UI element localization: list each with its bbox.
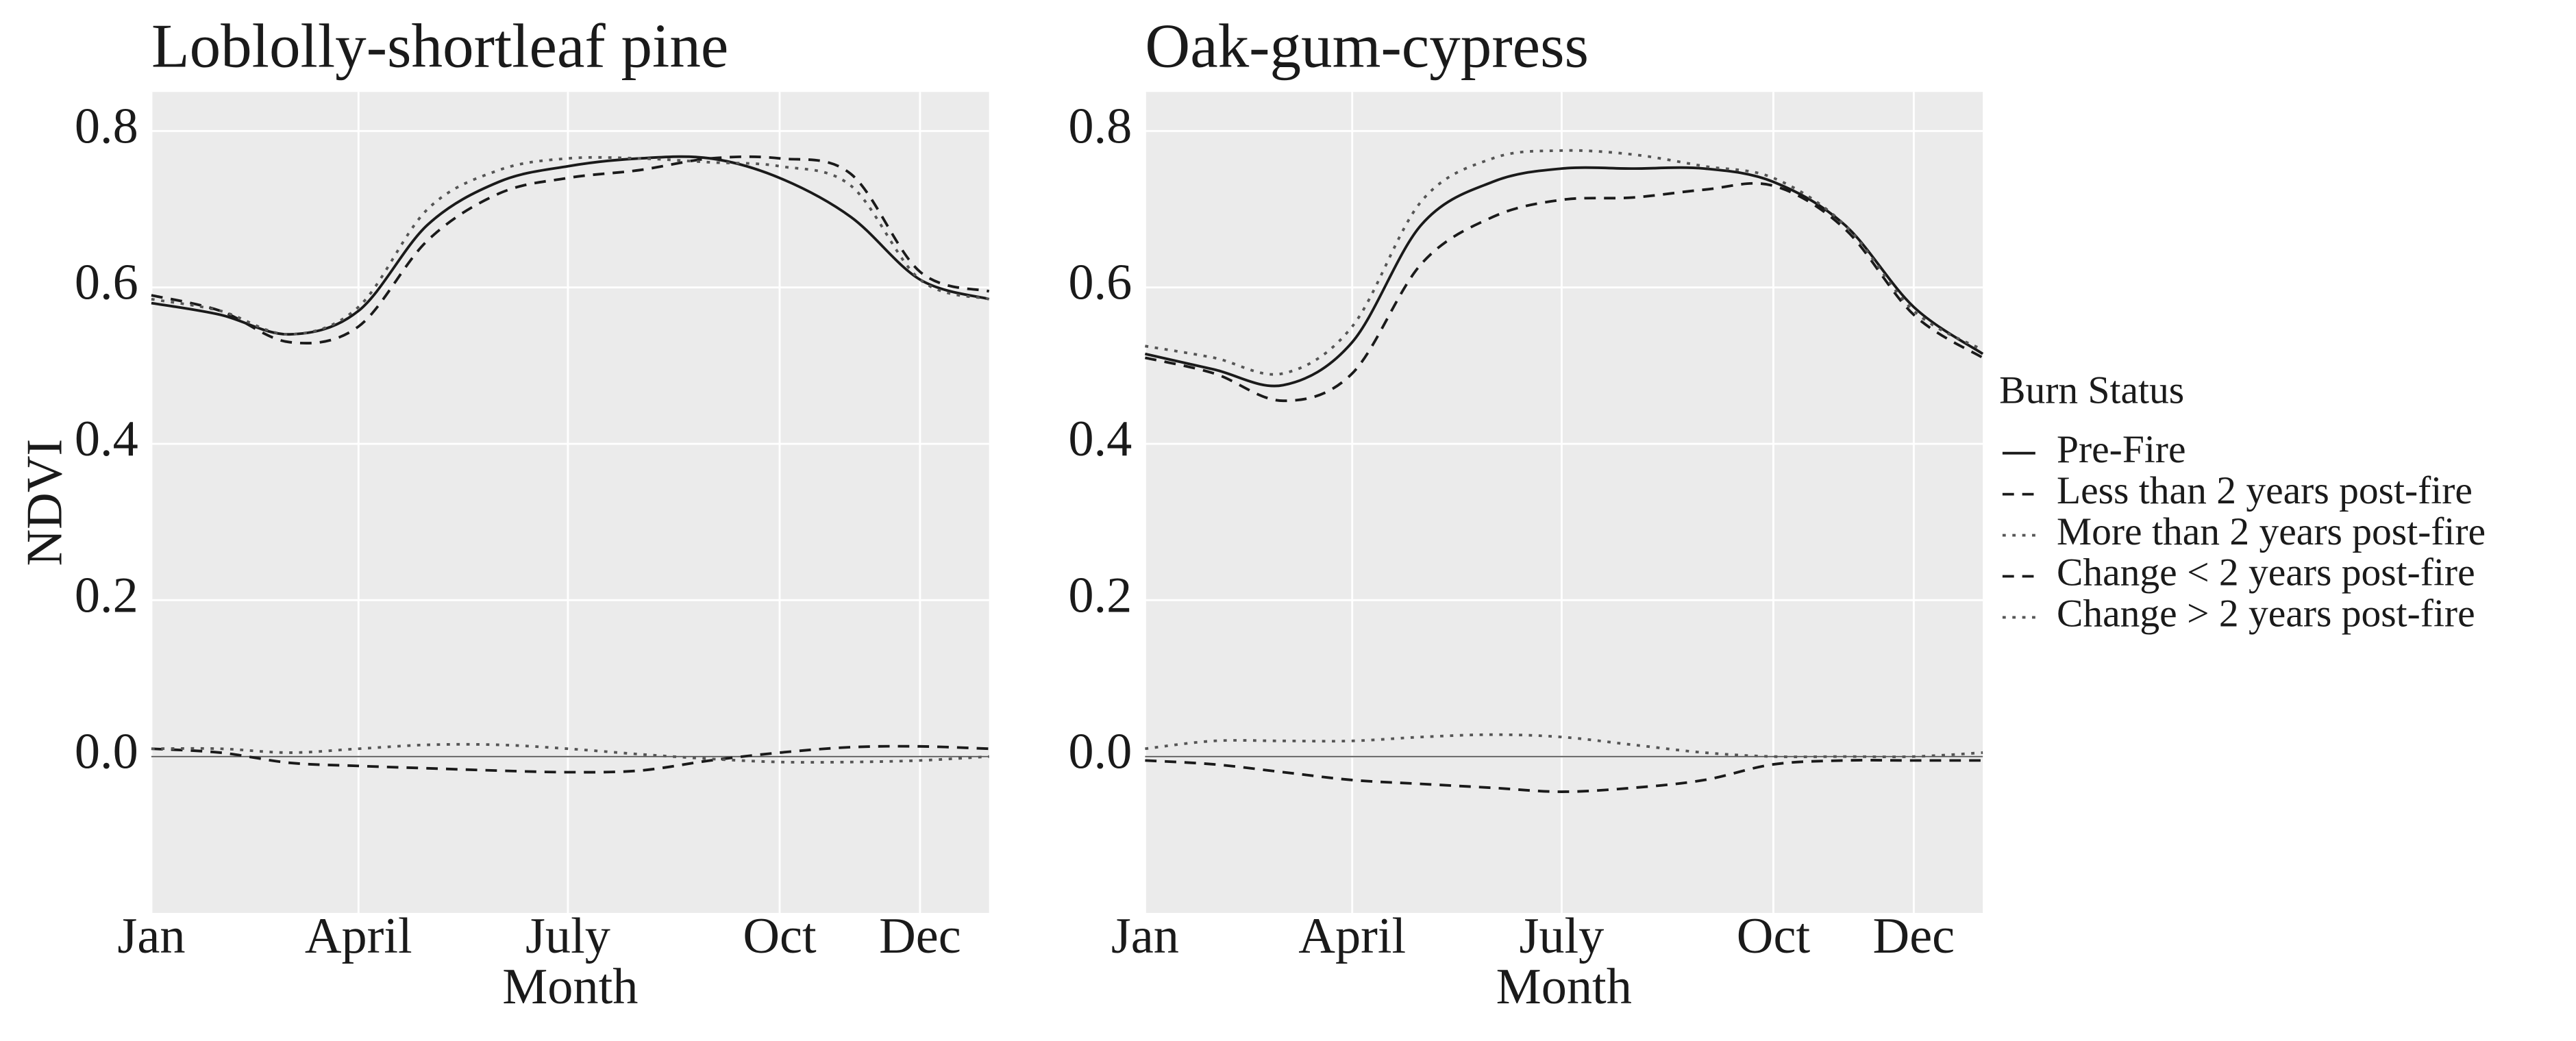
line-series bbox=[151, 155, 990, 336]
x-tick-label: Dec bbox=[1873, 908, 1955, 964]
x-tick-label: Jan bbox=[117, 908, 185, 964]
legend-label: Change > 2 years post-fire bbox=[2057, 592, 2475, 636]
y-tick-label: 0.2 bbox=[1068, 567, 1132, 623]
legend-label: More than 2 years post-fire bbox=[2057, 510, 2486, 553]
legend-label: Pre-Fire bbox=[2057, 428, 2185, 471]
y-tick-label: 0.8 bbox=[75, 98, 138, 154]
y-tick-label: 0.4 bbox=[75, 411, 138, 467]
y-tick-label: 0.0 bbox=[1068, 724, 1132, 780]
plot-background bbox=[151, 92, 989, 913]
x-tick-label: April bbox=[305, 908, 412, 964]
x-axis-label: Month bbox=[1496, 959, 1632, 1015]
line-series bbox=[151, 742, 989, 764]
legend-title: Burn Status bbox=[1999, 369, 2184, 412]
x-tick-label: Oct bbox=[743, 908, 817, 964]
line-series bbox=[151, 155, 990, 344]
legend-label: Change < 2 years post-fire bbox=[2057, 551, 2475, 594]
line-series bbox=[151, 744, 989, 774]
y-tick-label: 0.0 bbox=[75, 724, 138, 780]
chart-title: Oak-gum-cypress bbox=[1145, 12, 1589, 81]
line-series bbox=[1145, 759, 1983, 793]
x-tick-label: Oct bbox=[1737, 908, 1811, 964]
chart-title: Loblolly-shortleaf pine bbox=[151, 12, 728, 81]
line-series bbox=[1144, 181, 1984, 403]
line-series bbox=[1145, 733, 1983, 759]
x-axis-label: Month bbox=[502, 959, 638, 1015]
x-tick-label: Dec bbox=[879, 908, 961, 964]
plot-background bbox=[1145, 92, 1983, 913]
y-tick-label: 0.6 bbox=[75, 255, 138, 311]
y-axis-label: NDVI bbox=[16, 439, 73, 566]
x-tick-label: July bbox=[525, 908, 610, 964]
x-tick-label: Jan bbox=[1111, 908, 1179, 964]
y-tick-label: 0.4 bbox=[1068, 411, 1132, 467]
y-tick-label: 0.2 bbox=[75, 567, 138, 623]
x-tick-label: July bbox=[1519, 908, 1604, 964]
y-tick-label: 0.6 bbox=[1068, 255, 1132, 311]
line-series bbox=[1144, 166, 1984, 388]
legend-label: Less than 2 years post-fire bbox=[2057, 469, 2473, 512]
y-tick-label: 0.8 bbox=[1068, 98, 1132, 154]
x-tick-label: April bbox=[1298, 908, 1406, 964]
